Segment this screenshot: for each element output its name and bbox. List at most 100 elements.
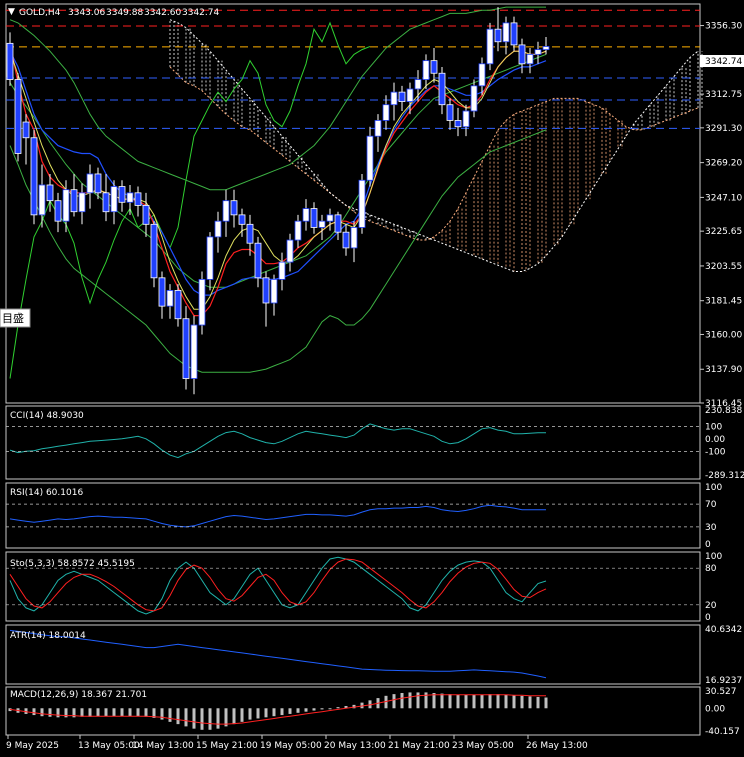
candle-body-bear (142, 205, 150, 225)
chart-header-low: 3342.60 (144, 8, 181, 18)
stochastic-main-line (9, 556, 547, 615)
candle-body-bear (310, 208, 318, 228)
price-panel[interactable] (6, 6, 703, 395)
candle-body-bear (158, 277, 166, 307)
macd-histogram-bar (480, 694, 484, 709)
candle (462, 104, 470, 137)
cci-axis-label: -100 (705, 447, 726, 457)
macd-histogram-bar (464, 694, 468, 709)
candle-body-bear (518, 44, 526, 65)
candle (166, 284, 174, 319)
candle-body-bear (342, 231, 350, 249)
candle-body-bull (462, 110, 470, 128)
candle (510, 16, 518, 52)
candle (86, 164, 94, 209)
candle-body-bull (326, 214, 334, 222)
current-price-tag (700, 55, 744, 67)
header-arrow-icon[interactable]: ▼ (8, 7, 15, 17)
atr-axis-label: 16.9237 (705, 676, 742, 686)
candle-body-bull (542, 46, 550, 51)
time-tick-label: 21 May 21:00 (388, 741, 450, 751)
time-tick-label: 9 May 2025 (6, 741, 59, 751)
macd-histogram-bar (168, 708, 172, 722)
candle (110, 180, 118, 225)
bollinger-lower (9, 129, 547, 373)
candle-body-bear (134, 192, 142, 206)
candle (30, 129, 38, 225)
candle-body-bull (294, 220, 302, 241)
macd-histogram-bar (448, 694, 452, 709)
panel-frame-sto (5, 551, 701, 622)
atr-line (9, 629, 547, 679)
candle (22, 114, 30, 165)
candle-body-bull (366, 135, 374, 181)
candle-body-bull (486, 28, 494, 65)
macd-histogram-bar (424, 692, 428, 709)
macd-histogram-bar (312, 708, 316, 711)
candle-body-bull (358, 179, 366, 228)
candle-body-bear (238, 214, 246, 225)
time-tick-label: 20 May 13:00 (324, 741, 386, 751)
macd-histogram-bar (288, 708, 292, 714)
ichimoku-span-b (169, 19, 699, 272)
candle-body-bull (190, 324, 198, 379)
side-tag-box[interactable] (0, 308, 31, 328)
cci-axis-label: 230.838 (705, 406, 742, 416)
candle (374, 114, 382, 152)
candle (262, 271, 270, 327)
macd-histogram-bar (328, 708, 332, 710)
candle-body-bear (454, 120, 462, 128)
candle (518, 38, 526, 74)
candle (294, 214, 302, 248)
candle (358, 173, 366, 234)
macd-histogram-bar (544, 697, 548, 709)
candle-body-bull (110, 186, 118, 213)
candle-body-bull (62, 189, 70, 222)
price-tick-label: 3160.00 (705, 330, 742, 340)
candle (454, 107, 462, 137)
macd-histogram-bar (400, 692, 404, 709)
candle-body-bear (102, 192, 110, 213)
macd-histogram-bar (320, 708, 324, 710)
candle-body-bull (374, 120, 382, 137)
candle (470, 79, 478, 118)
macd-label: MACD(12,26,9) 18.367 21.701 (10, 690, 147, 700)
candle-body-bear (54, 200, 62, 222)
ichimoku-span-a (169, 66, 699, 241)
macd-histogram-bar (256, 708, 260, 719)
price-tick-label: 3137.90 (705, 365, 742, 375)
macd-histogram-bar (496, 694, 500, 709)
macd-histogram-bar (80, 708, 84, 717)
candle (238, 208, 246, 237)
axes: 3356.303334.853312.753291.303269.203247.… (6, 22, 744, 751)
ichimoku-kijun (9, 50, 547, 296)
candle-body-bear (94, 173, 102, 194)
macd-histogram-bar (32, 708, 36, 716)
price-tick-label: 3312.75 (705, 90, 742, 100)
macd-histogram-bar (360, 702, 364, 709)
macd-histogram-bar (96, 708, 100, 717)
candle-body-bull (86, 173, 94, 194)
macd-histogram-bar (152, 708, 156, 718)
candle-body-bear (254, 242, 262, 279)
cci-line (9, 423, 547, 459)
candle (134, 186, 142, 217)
candle (390, 82, 398, 121)
candle-body-bull (318, 220, 326, 228)
candle (350, 221, 358, 263)
panel-frame-main (5, 3, 701, 404)
candle (190, 315, 198, 395)
candle (334, 211, 342, 241)
macd-axis-label: -40.157 (705, 727, 740, 737)
candle (174, 284, 182, 327)
macd-histogram-bar (40, 708, 44, 717)
macd-histogram-bar (344, 706, 348, 709)
chart-header-symbol: GOLD,H4 (19, 8, 61, 18)
macd-histogram-bar (368, 700, 372, 709)
candle (422, 54, 430, 89)
sto-axis-label: 20 (705, 601, 717, 611)
macd-histogram-bar (88, 708, 92, 717)
side-tag-label[interactable]: 目盛 (2, 311, 24, 325)
macd-histogram-bar (136, 708, 140, 717)
